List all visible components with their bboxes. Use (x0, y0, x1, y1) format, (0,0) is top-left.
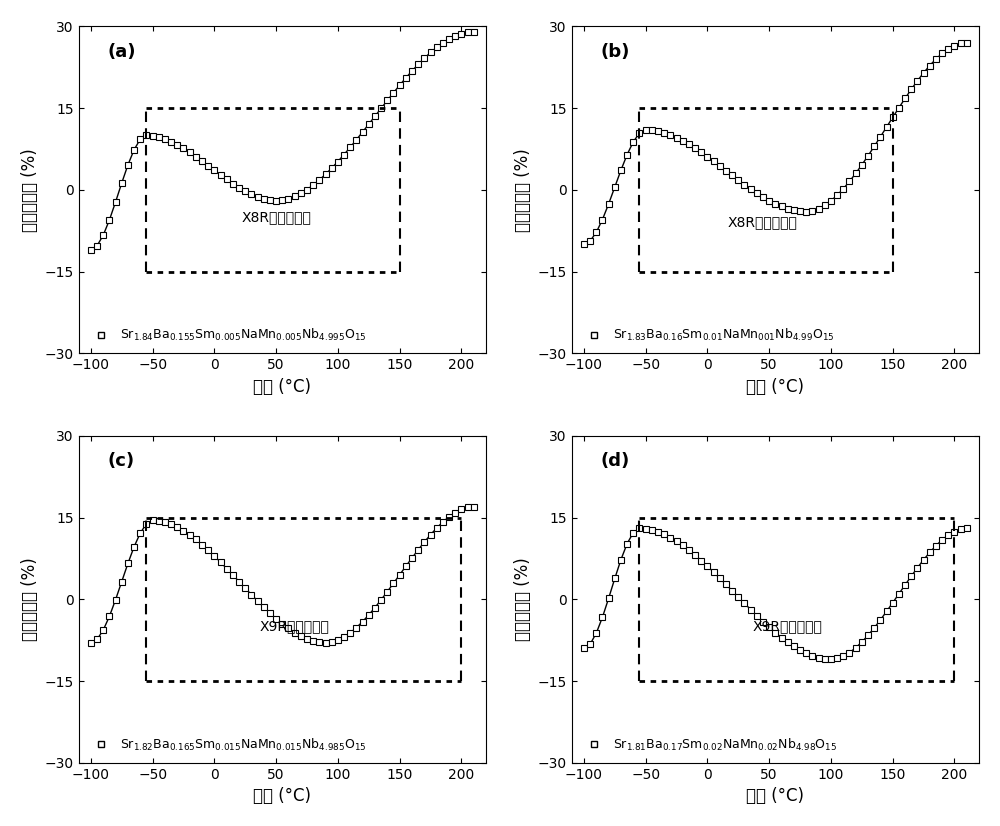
X-axis label: 温度 (°C): 温度 (°C) (746, 787, 804, 805)
Legend: Sr$_{1.82}$Ba$_{0.165}$Sm$_{0.015}$NaMn$_{0.015}$Nb$_{4.985}$O$_{15}$: Sr$_{1.82}$Ba$_{0.165}$Sm$_{0.015}$NaMn$… (85, 733, 370, 757)
Text: X9R温度特性框: X9R温度特性框 (260, 620, 330, 634)
Text: X8R温度特性框: X8R温度特性框 (728, 216, 798, 230)
X-axis label: 温度 (°C): 温度 (°C) (253, 377, 311, 396)
Y-axis label: 电容变化率 (%): 电容变化率 (%) (514, 148, 532, 231)
Legend: Sr$_{1.81}$Ba$_{0.17}$Sm$_{0.02}$NaMn$_{0.02}$Nb$_{4.98}$O$_{15}$: Sr$_{1.81}$Ba$_{0.17}$Sm$_{0.02}$NaMn$_{… (578, 733, 841, 757)
Legend: Sr$_{1.84}$Ba$_{0.155}$Sm$_{0.005}$NaMn$_{0.005}$Nb$_{4.995}$O$_{15}$: Sr$_{1.84}$Ba$_{0.155}$Sm$_{0.005}$NaMn$… (85, 323, 370, 347)
Y-axis label: 电容变化率 (%): 电容变化率 (%) (21, 558, 39, 641)
Text: (b): (b) (600, 43, 629, 60)
Y-axis label: 电容变化率 (%): 电容变化率 (%) (514, 558, 532, 641)
Legend: Sr$_{1.83}$Ba$_{0.16}$Sm$_{0.01}$NaMn$_{001}$Nb$_{4.99}$O$_{15}$: Sr$_{1.83}$Ba$_{0.16}$Sm$_{0.01}$NaMn$_{… (578, 323, 838, 347)
Text: X8R温度特性框: X8R温度特性框 (241, 210, 311, 224)
Text: X9R温度特性框: X9R温度特性框 (753, 620, 823, 634)
X-axis label: 温度 (°C): 温度 (°C) (253, 787, 311, 805)
X-axis label: 温度 (°C): 温度 (°C) (746, 377, 804, 396)
Text: (a): (a) (107, 43, 136, 60)
Text: (c): (c) (107, 452, 134, 470)
Y-axis label: 电容变化率 (%): 电容变化率 (%) (21, 148, 39, 231)
Text: (d): (d) (600, 452, 629, 470)
